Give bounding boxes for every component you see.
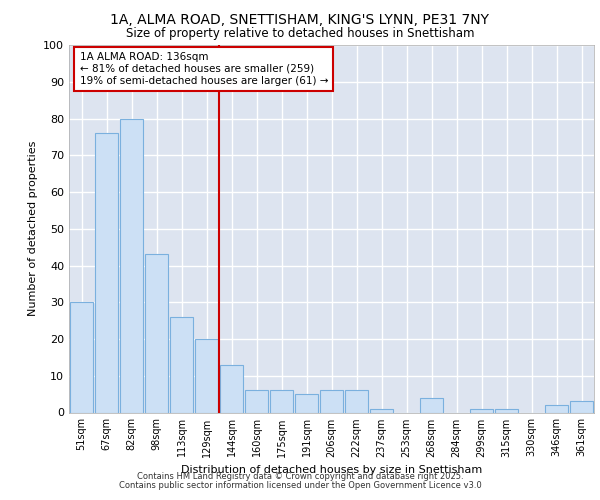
- Bar: [420, 398, 443, 412]
- Text: Contains HM Land Registry data © Crown copyright and database right 2025.: Contains HM Land Registry data © Crown c…: [137, 472, 463, 481]
- Bar: [295, 394, 318, 412]
- Bar: [70, 302, 93, 412]
- Bar: [170, 317, 193, 412]
- Bar: [120, 118, 143, 412]
- Bar: [370, 409, 393, 412]
- Y-axis label: Number of detached properties: Number of detached properties: [28, 141, 38, 316]
- Text: 1A, ALMA ROAD, SNETTISHAM, KING'S LYNN, PE31 7NY: 1A, ALMA ROAD, SNETTISHAM, KING'S LYNN, …: [110, 12, 490, 26]
- Bar: [195, 339, 218, 412]
- Bar: [245, 390, 268, 412]
- Text: Size of property relative to detached houses in Snettisham: Size of property relative to detached ho…: [126, 28, 474, 40]
- Bar: [320, 390, 343, 412]
- Text: 1A ALMA ROAD: 136sqm
← 81% of detached houses are smaller (259)
19% of semi-deta: 1A ALMA ROAD: 136sqm ← 81% of detached h…: [79, 52, 328, 86]
- Bar: [145, 254, 168, 412]
- Bar: [95, 133, 118, 412]
- Bar: [570, 402, 593, 412]
- Bar: [495, 409, 518, 412]
- Text: Contains public sector information licensed under the Open Government Licence v3: Contains public sector information licen…: [119, 481, 481, 490]
- X-axis label: Distribution of detached houses by size in Snettisham: Distribution of detached houses by size …: [181, 465, 482, 475]
- Bar: [270, 390, 293, 412]
- Bar: [545, 405, 568, 412]
- Bar: [345, 390, 368, 412]
- Bar: [220, 364, 243, 412]
- Bar: [470, 409, 493, 412]
